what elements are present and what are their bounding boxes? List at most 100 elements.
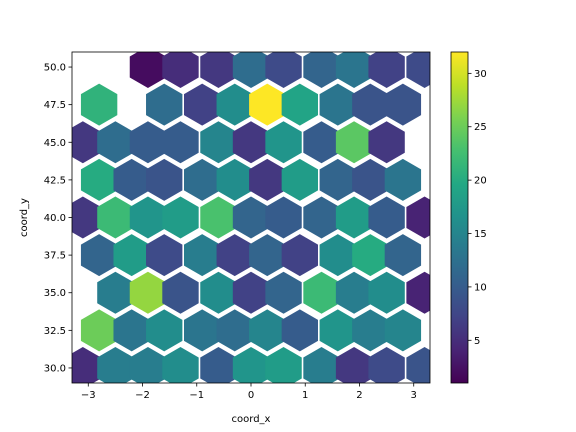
hex-cell — [249, 309, 286, 352]
hex-cell — [113, 158, 150, 201]
colorbar-frame — [450, 51, 469, 384]
hexbin-cells — [72, 52, 430, 427]
hex-cell — [162, 196, 199, 239]
colorbar-gradient — [451, 52, 468, 383]
hex-cell — [368, 271, 405, 314]
hex-cell — [200, 346, 237, 383]
hex-cell — [184, 83, 221, 126]
hex-cell — [200, 121, 237, 164]
colorbar-ticks: 5 10 15 20 25 30 — [468, 69, 487, 347]
hex-cell — [216, 309, 253, 352]
hex-cell — [97, 271, 134, 314]
hex-cell — [97, 196, 134, 239]
hex-cell — [146, 158, 183, 201]
hex-cell — [303, 196, 340, 239]
hex-cell — [319, 234, 356, 277]
hex-cell — [232, 271, 270, 314]
y-axis-label: coord_y — [19, 198, 30, 237]
hex-cell — [265, 271, 302, 314]
hex-cell — [320, 385, 356, 427]
hex-cell — [113, 309, 150, 352]
y-tick-label: 47.5 — [44, 100, 66, 111]
hex-cell — [303, 271, 340, 314]
hex-cell — [146, 83, 183, 126]
hex-cell — [335, 121, 373, 164]
hex-cell — [281, 158, 318, 201]
hex-cell — [406, 346, 430, 383]
y-tick-label: 35.0 — [44, 288, 66, 299]
x-tick-label: −2 — [135, 390, 150, 401]
hex-cell — [319, 309, 356, 352]
hex-cell — [129, 121, 167, 164]
x-tick-label: −3 — [81, 390, 96, 401]
hex-cell — [80, 309, 118, 352]
hex-cell — [129, 346, 167, 383]
hex-cell — [265, 346, 302, 383]
hex-cell — [129, 196, 167, 239]
hex-cell — [368, 121, 405, 164]
hex-cell — [281, 83, 318, 126]
hex-cell — [113, 234, 150, 277]
hex-cell — [352, 158, 389, 201]
hex-cell — [281, 234, 318, 277]
hex-cell — [146, 385, 182, 427]
colorbar-tick-label: 30 — [474, 69, 487, 80]
x-tick-label: 0 — [248, 390, 254, 401]
colorbar-tick-label: 25 — [474, 122, 487, 133]
hex-cell — [216, 158, 253, 201]
hex-cell — [384, 83, 422, 126]
colorbar-tick-label: 20 — [474, 176, 487, 187]
hex-cell — [249, 83, 286, 126]
hex-cell — [368, 346, 405, 383]
hex-cell — [303, 121, 340, 164]
hex-cell — [80, 234, 118, 277]
hex-cell — [232, 346, 270, 383]
hex-cell — [80, 158, 118, 201]
hex-cell — [265, 196, 302, 239]
hex-cell — [162, 52, 199, 89]
hex-cell — [319, 158, 356, 201]
hex-cell — [249, 158, 286, 201]
hex-cell — [184, 234, 221, 277]
colorbar: 5 10 15 20 25 30 — [450, 51, 487, 384]
hex-cell — [282, 385, 318, 427]
hex-cell — [352, 234, 389, 277]
hex-cell — [406, 271, 430, 314]
hex-cell — [72, 121, 102, 164]
x-axis-label: coord_x — [232, 414, 271, 425]
y-tick-label: 42.5 — [44, 175, 66, 186]
y-tick-label: 37.5 — [44, 251, 66, 262]
hex-cell — [368, 196, 405, 239]
hex-cell — [72, 196, 102, 239]
hex-cell — [265, 52, 302, 89]
hex-cell — [352, 309, 389, 352]
colorbar-tick-label: 15 — [474, 229, 487, 240]
hex-cell — [335, 271, 373, 314]
x-axis-ticks: −3 −2 −1 0 1 2 3 — [81, 383, 417, 401]
hex-cell — [72, 346, 102, 383]
hex-cell — [303, 52, 340, 89]
hex-cell — [249, 234, 286, 277]
y-tick-label: 50.0 — [44, 63, 66, 74]
hex-cell — [406, 52, 430, 89]
hex-cell — [129, 271, 167, 314]
hex-cell — [216, 234, 253, 277]
hex-cell — [146, 234, 183, 277]
hex-cell — [162, 271, 199, 314]
hex-cell — [406, 196, 430, 239]
hex-cell — [97, 121, 134, 164]
hex-cell — [352, 83, 389, 126]
hex-cell — [200, 52, 237, 89]
hex-cell — [80, 83, 118, 126]
hex-cell — [384, 234, 422, 277]
hex-cell — [184, 309, 221, 352]
hex-cell — [303, 346, 340, 383]
hex-cell — [216, 83, 253, 126]
hex-cell — [281, 309, 318, 352]
x-tick-label: 1 — [302, 390, 308, 401]
hex-cell — [184, 158, 221, 201]
hex-cell — [200, 271, 237, 314]
y-tick-label: 30.0 — [44, 363, 66, 374]
x-tick-label: 2 — [356, 390, 362, 401]
hex-cell — [146, 309, 183, 352]
